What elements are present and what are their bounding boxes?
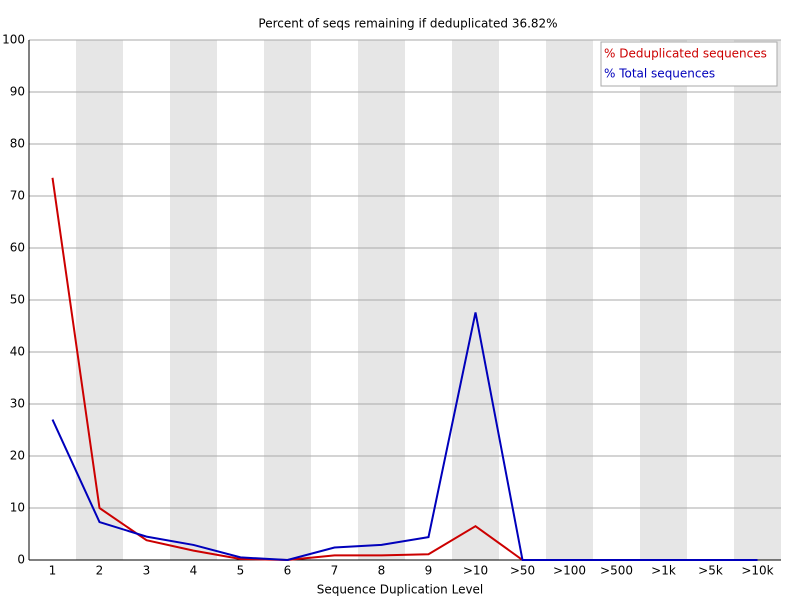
x-tick-label: >10 (463, 564, 488, 578)
x-tick-label: 1 (49, 564, 57, 578)
x-tick-label: 5 (237, 564, 245, 578)
y-tick-label: 0 (17, 553, 25, 567)
y-tick-label: 100 (2, 33, 25, 47)
x-tick-label: 6 (284, 564, 292, 578)
y-tick-label: 40 (10, 345, 25, 359)
x-tick-label: 9 (425, 564, 433, 578)
x-tick-label: 4 (190, 564, 198, 578)
series-line (51, 312, 758, 562)
y-tick-label: 60 (10, 241, 25, 255)
y-tick-label: 90 (10, 85, 25, 99)
legend-label: % Deduplicated sequences (604, 47, 767, 61)
x-tick-label: >1k (651, 564, 676, 578)
x-tick-label: >50 (510, 564, 535, 578)
x-tick-label: 3 (143, 564, 151, 578)
legend-box (600, 41, 778, 87)
y-tick-label: 30 (10, 397, 25, 411)
x-tick-label: >10k (741, 564, 773, 578)
legend-label: % Total sequences (604, 67, 715, 81)
chart-title: Percent of seqs remaining if deduplicate… (258, 17, 557, 31)
y-tick-label: 80 (10, 137, 25, 151)
y-tick-label: 70 (10, 189, 25, 203)
x-tick-label: 8 (378, 564, 386, 578)
x-tick-label: >100 (553, 564, 586, 578)
y-tick-label: 10 (10, 501, 25, 515)
y-tick-label: 20 (10, 449, 25, 463)
x-tick-label: 7 (331, 564, 339, 578)
x-axis-label: Sequence Duplication Level (317, 583, 484, 597)
x-tick-label: 2 (96, 564, 104, 578)
x-tick-label: >500 (600, 564, 633, 578)
x-tick-label: >5k (698, 564, 723, 578)
y-tick-label: 50 (10, 293, 25, 307)
